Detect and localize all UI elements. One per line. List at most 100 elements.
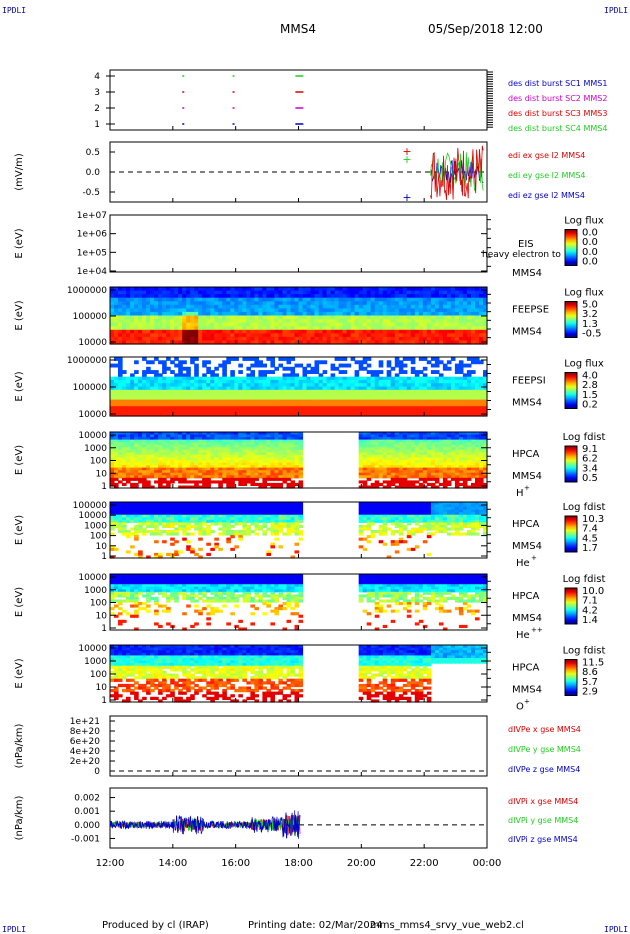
feepse-cell [230,336,235,342]
feepsi-cell [475,399,480,404]
feepse-cell [322,340,328,345]
feepse-cell [418,308,424,313]
feepse-cell [430,319,436,324]
burst-ticklabel: 4 [94,72,100,82]
feepsi-cell [122,412,127,417]
feepse-cell [454,319,460,324]
eis-frame [109,214,488,273]
feepse-cell [198,322,203,327]
feepse-cell [322,329,328,334]
hpca-h-cell [282,442,288,446]
feepsi-cell [475,386,480,391]
feepse-cell [346,329,352,334]
hpca-h-cell [278,449,283,453]
feepse-cell [330,294,336,299]
hpca-h-cell [110,432,115,436]
hpca-h-cell [294,454,300,458]
feepse-cell [442,326,448,331]
feepsi-cell [454,399,460,404]
feepse-cell [110,308,115,313]
hpca-h-cell [479,480,484,484]
hpca-h-cell [250,454,255,458]
feepsi-cell [254,393,259,397]
feepse-cell [186,336,191,342]
hpca-h-cell [246,457,251,461]
feepse-cell [370,336,376,342]
hpca-h-cell [222,460,227,464]
feepse-cell [402,301,408,306]
hpca-h-cell [398,482,404,486]
feepsi-cell [378,379,384,384]
feepsi-cell [318,396,324,401]
feepsi-cell [446,360,452,365]
feepse-cell [190,297,195,302]
feepse-cell [310,340,316,345]
feepse-cell [142,304,147,309]
feepsi-cell [230,399,235,404]
hpca-h-cell [362,482,368,486]
feepse-cell [178,319,183,324]
feepsi-cell [222,399,227,404]
hpca-he-cell [142,517,147,521]
hpca-h-cell [270,454,275,458]
hpca-h-cell [414,439,420,443]
hpca-h-cell [438,437,444,441]
feepse-cell [302,329,308,334]
feepse-cell [266,336,271,342]
feepse-cell [318,297,324,302]
feepse-cell [370,308,376,313]
feepse-cell [114,304,119,309]
hpca-h-cell [410,452,416,456]
hpca-h-cell [186,480,191,484]
hpca-h-cell [278,444,283,448]
feepse-cell [326,336,332,342]
hpca-h-cell [370,472,376,476]
feepsi-cell [162,402,167,407]
feepsi-cell [418,357,424,361]
hpca-h-cell [238,467,243,471]
feepsi-cell [414,373,420,378]
feepsi-cell [418,376,424,381]
hpca-h-cell [471,432,476,436]
feepsi-cell [366,396,372,401]
feepse-cell [426,333,432,338]
feepsi-cell [198,412,203,417]
feepsi-cell [286,376,292,381]
hpca-h-cell [362,447,368,451]
hpca-h-cell [414,437,420,441]
hpca-h-cell [114,432,119,436]
feepse-cell [274,287,279,292]
hpca-h-cell [150,437,155,441]
feepsi-cell [142,406,147,411]
feepse-cell [471,336,476,342]
feepse-cell [110,315,115,320]
feepse-cell [242,290,247,295]
feepsi-cell [266,389,271,394]
feepsi-cell [150,412,155,417]
hpca-h-cell [230,465,235,469]
hpca-h-cell [210,452,215,456]
feepse-cell [454,333,460,338]
feepse-cell [374,308,380,313]
hpca-h-cell [471,482,476,486]
feepse-cell [382,301,388,306]
feepsi-cell [178,386,183,391]
feepse-cell [154,322,159,327]
hpca-h-cell [286,460,292,464]
hpca-h-cell [258,442,263,446]
feepsi-cell [450,399,456,404]
hpca-h-cell [186,452,191,456]
hpca-he-cell [142,507,147,511]
hpca-h-cell [471,465,476,469]
hpca-h-cell [178,457,183,461]
feepse-cell [382,290,388,295]
hpca-h-cell [286,457,292,461]
hpca-h-cell [202,482,207,486]
hpca-h-cell [206,447,211,451]
hpca-h-cell [226,470,231,474]
feepsi-cell [270,389,275,394]
feepsi-ticklabel: 1000000 [67,356,107,366]
hpca-h-cell [234,449,239,453]
hpca-he-cell [134,532,139,536]
hpca-h-cell [206,480,211,484]
